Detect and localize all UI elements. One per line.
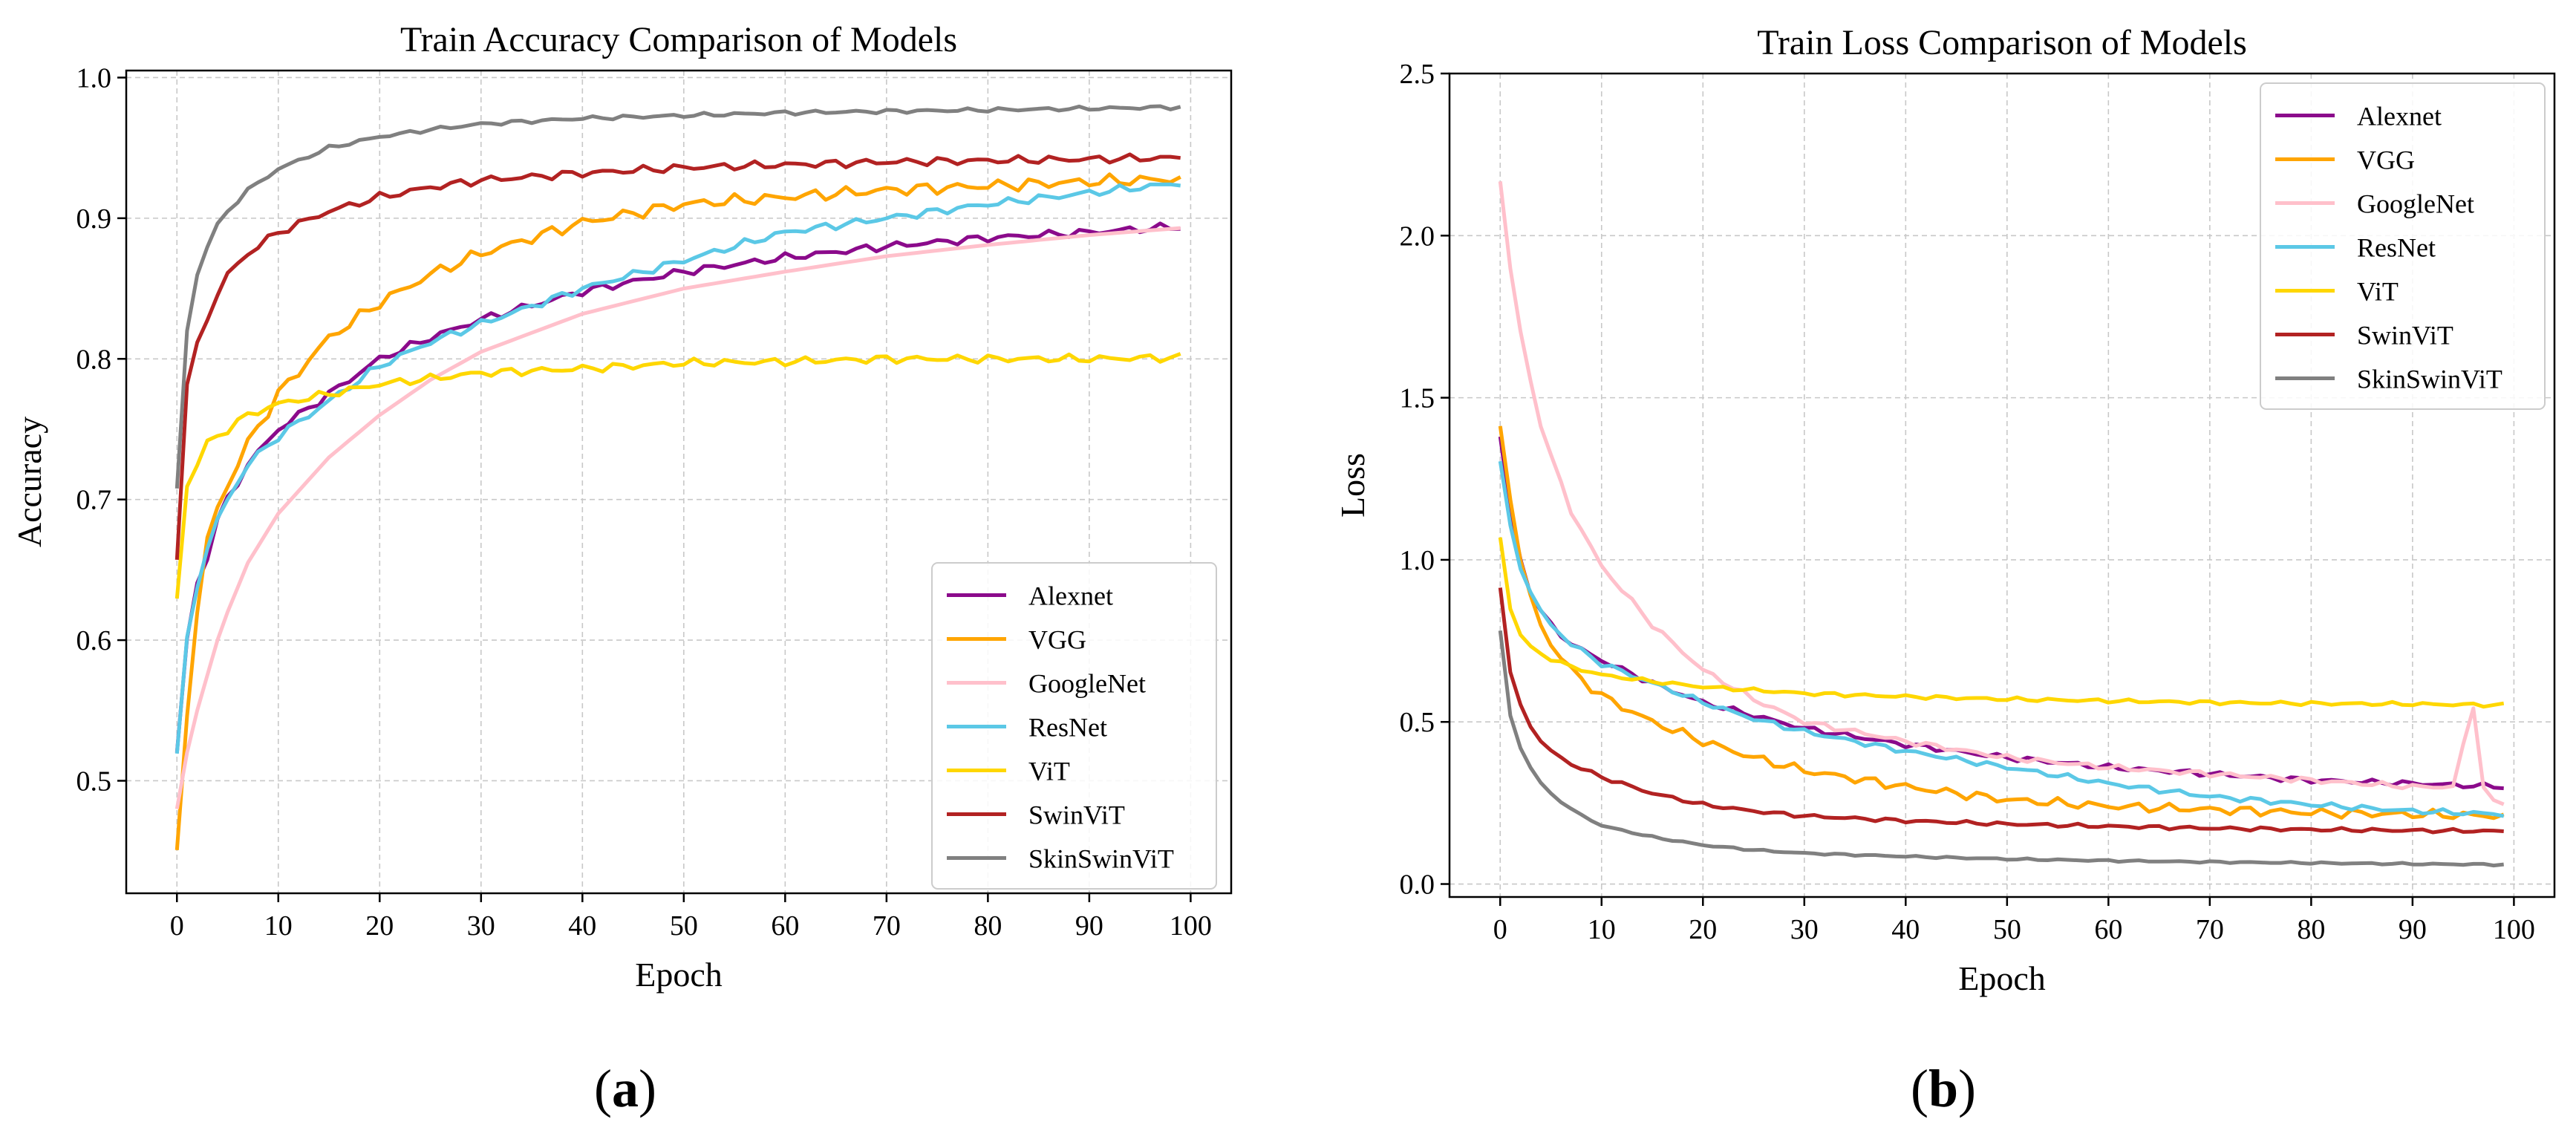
y-tick-label: 2.0 (1400, 221, 1435, 252)
y-tick-label: 0.7 (76, 485, 112, 516)
plot-frame (1448, 72, 2556, 898)
plot-frame (125, 69, 1233, 895)
x-tick-label: 20 (365, 910, 394, 942)
y-tick-label: 0.5 (76, 766, 112, 797)
legend-label-vgg: VGG (2357, 146, 2415, 175)
y-tick-label: 0.6 (76, 625, 112, 656)
legend-label-skinswinvit: SkinSwinViT (2357, 365, 2502, 394)
series-line-alexnet (1498, 436, 2504, 791)
x-tick-label: 100 (1170, 910, 1212, 942)
x-tick-label: 40 (568, 910, 596, 942)
series-line-vgg (1498, 425, 2505, 821)
legend-label-vit: ViT (1028, 757, 1070, 786)
chart-title: Train Loss Comparison of Models (1757, 23, 2247, 62)
legend: Alexnet VGG GoogleNet ResNet ViT SwinViT SkinS… (931, 562, 1217, 890)
legend-label-resnet: ResNet (2357, 233, 2436, 263)
y-tick-label: 0.9 (76, 203, 112, 235)
legend-label-googlenet: GoogleNet (1028, 669, 1146, 699)
panel-label-b: (b) (1911, 1059, 1977, 1118)
legend-label-skinswinvit: SkinSwinViT (1028, 844, 1174, 874)
y-axis-label: Loss (1334, 453, 1372, 518)
x-tick-label: 90 (2399, 914, 2427, 945)
x-tick-label: 80 (2297, 914, 2325, 945)
x-tick-label: 10 (1588, 914, 1616, 945)
x-tick-label: 50 (670, 910, 698, 942)
x-axis-label: Epoch (1958, 959, 2046, 997)
x-tick-label: 20 (1689, 914, 1717, 945)
ticks: 0 10 20 30 40 50 60 70 80 90 100 0.0 0.5 1.0 1.5 2.0 2.5 (1400, 59, 2535, 945)
legend-box (2260, 82, 2546, 410)
series-line-skinswinvit (1498, 630, 2504, 868)
x-tick-label: 90 (1075, 910, 1103, 942)
series-lines (1498, 181, 2505, 868)
legend-label-swinvit: SwinViT (1028, 800, 1125, 830)
y-tick-label: 1.0 (1400, 545, 1435, 576)
legend-label-googlenet: GoogleNet (2357, 189, 2474, 219)
legend-box (931, 562, 1217, 890)
x-tick-label: 60 (2094, 914, 2122, 945)
series-line-alexnet (175, 221, 1181, 753)
y-tick-label: 1.5 (1400, 383, 1435, 414)
loss-chart: 0 10 20 30 40 50 60 70 80 90 100 0.0 0.5 1.0 1.5 2.0 2.5… (1334, 23, 2556, 997)
legend-label-alexnet: Alexnet (2357, 102, 2442, 131)
series-lines (175, 104, 1181, 850)
x-axis-label: Epoch (635, 956, 723, 994)
x-tick-label: 80 (974, 910, 1002, 942)
accuracy-chart: 0 10 20 30 40 50 60 70 80 90 100 0.5 0.6 0.7 0.8 0.9 1.0… (10, 20, 1233, 994)
panel-label-b-letter: b (1928, 1059, 1959, 1118)
legend-label-alexnet: Alexnet (1028, 581, 1113, 611)
series-line-googlenet (1498, 181, 2505, 806)
x-tick-label: 40 (1891, 914, 1920, 945)
ticks: 0 10 20 30 40 50 60 70 80 90 100 0.5 0.6 0.7 0.8 0.9 1.0 (76, 62, 1212, 942)
y-tick-label: 0.5 (1400, 707, 1435, 738)
x-tick-label: 30 (1790, 914, 1819, 945)
chart-title: Train Accuracy Comparison of Models (400, 20, 957, 59)
series-line-swinvit (175, 152, 1181, 561)
series-line-skinswinvit (175, 104, 1181, 489)
y-axis-label: Accuracy (10, 417, 48, 547)
x-tick-label: 70 (873, 910, 901, 942)
series-line-vit (1498, 537, 2505, 709)
series-line-googlenet (175, 226, 1181, 809)
legend-label-swinvit: SwinViT (2357, 321, 2453, 350)
legend-label-vit: ViT (2357, 277, 2399, 307)
series-line-vit (175, 352, 1181, 599)
x-tick-label: 0 (170, 910, 184, 942)
legend-label-vgg: VGG (1028, 625, 1086, 655)
x-tick-label: 100 (2493, 914, 2535, 945)
x-tick-label: 30 (467, 910, 495, 942)
legend: Alexnet VGG GoogleNet ResNet ViT SwinViT SkinS… (2260, 82, 2546, 410)
x-tick-label: 50 (1993, 914, 2021, 945)
x-tick-label: 60 (771, 910, 799, 942)
legend-label-resnet: ResNet (1028, 713, 1107, 743)
x-tick-label: 70 (2196, 914, 2224, 945)
y-tick-label: 0.0 (1400, 870, 1435, 901)
series-line-resnet (1498, 460, 2505, 818)
x-tick-label: 0 (1493, 914, 1507, 945)
x-tick-label: 10 (264, 910, 293, 942)
y-tick-label: 0.8 (76, 344, 112, 375)
series-line-swinvit (1498, 587, 2504, 835)
panel-label-a: (a) (594, 1059, 656, 1118)
panel-label-a-letter: a (611, 1059, 639, 1118)
y-tick-label: 1.0 (76, 62, 112, 94)
y-tick-label: 2.5 (1400, 59, 1435, 90)
series-line-vgg (175, 172, 1181, 850)
